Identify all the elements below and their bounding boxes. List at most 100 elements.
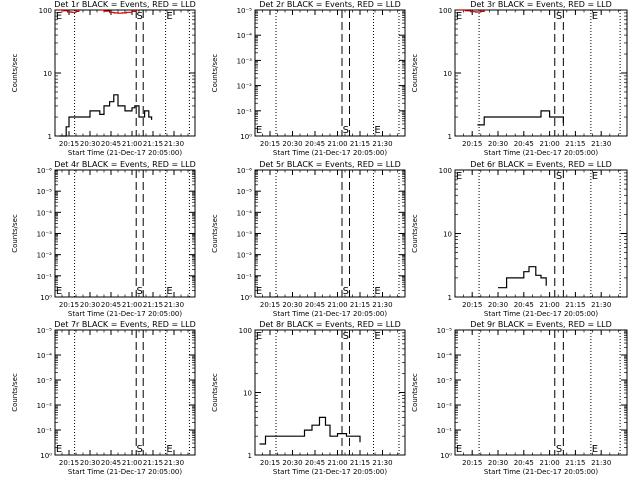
y-tick-label: 10⁻⁵ — [237, 188, 253, 196]
x-tick-label: 21:30 — [591, 301, 611, 309]
end-marker-label: E — [592, 171, 598, 182]
y-tick-label: 10 — [443, 70, 452, 78]
y-tick-label: 10⁻⁴ — [237, 32, 253, 40]
y-tick-label: 100 — [439, 167, 452, 175]
chart-title: Det 6r BLACK = Events, RED = LLD — [470, 160, 612, 169]
series-events-line — [59, 94, 153, 137]
x-tick-label: 21:15 — [565, 140, 585, 148]
x-tick-label: 21:15 — [350, 140, 370, 148]
series-events-line — [498, 266, 547, 289]
y-axis-label: Counts/sec — [211, 54, 219, 93]
y-tick-label: 10⁻³ — [437, 377, 453, 385]
x-tick-label: 20:15 — [260, 459, 280, 467]
start-marker-label: S — [137, 444, 143, 455]
plot-frame — [454, 329, 628, 456]
y-axis-label: Counts/sec — [411, 373, 419, 412]
y-tick-label: 1 — [448, 294, 452, 302]
chart-title: Det 7r BLACK = Events, RED = LLD — [54, 320, 196, 329]
x-tick-label: 20:15 — [59, 301, 79, 309]
x-axis-label: Start Time (21-Dec-17 20:05:00) — [273, 149, 387, 157]
x-tick-label: 21:00 — [540, 140, 560, 148]
chart-title: Det 4r BLACK = Events, RED = LLD — [54, 160, 196, 169]
y-tick-label: 10⁻³ — [37, 231, 53, 239]
x-axis-label: Start Time (21-Dec-17 20:05:00) — [68, 149, 182, 157]
y-tick-label: 10 — [43, 70, 52, 78]
start-marker-label: S — [556, 11, 562, 22]
plot-frame — [54, 169, 196, 298]
y-tick-label: 10⁻⁵ — [37, 188, 53, 196]
x-tick-label: 20:45 — [101, 140, 121, 148]
x-tick-label: 21:00 — [540, 301, 560, 309]
y-tick-label: 10⁻² — [37, 402, 53, 410]
y-tick-label: 10⁻¹ — [437, 427, 453, 435]
y-axis-label: Counts/sec — [411, 54, 419, 93]
x-axis-label: Start Time (21-Dec-17 20:05:00) — [273, 468, 387, 476]
x-axis-label: Start Time (21-Dec-17 20:05:00) — [484, 468, 598, 476]
x-tick-label: 21:00 — [327, 140, 347, 148]
left-marker-label: E — [456, 444, 462, 455]
end-marker-label: E — [374, 125, 380, 136]
plot-frame — [54, 329, 196, 456]
x-tick-label: 21:00 — [327, 459, 347, 467]
y-tick-label: 10⁻¹ — [37, 427, 53, 435]
chart-panel-9: Det 9r BLACK = Events, RED = LLD 10⁰ 10⁻¹ 1… — [411, 320, 628, 476]
x-tick-label: 20:30 — [282, 140, 302, 148]
end-marker-label: E — [592, 11, 598, 22]
x-tick-label: 20:45 — [305, 140, 325, 148]
chart-title: Det 1r BLACK = Events, RED = LLD — [54, 0, 196, 9]
left-marker-label: E — [256, 331, 262, 342]
x-tick-label: 20:30 — [80, 140, 100, 148]
x-tick-label: 21:15 — [143, 459, 163, 467]
series-lld-line — [99, 9, 137, 14]
y-tick-label: 10⁰ — [40, 452, 52, 460]
x-tick-label: 20:30 — [488, 140, 508, 148]
y-tick-label: 100 — [239, 327, 252, 335]
x-tick-label: 21:15 — [565, 301, 585, 309]
x-tick-label: 21:00 — [327, 301, 347, 309]
chart-panel-5: Det 5r BLACK = Events, RED = LLD 10⁰ 10⁻¹ 1… — [211, 160, 406, 318]
chart-panel-6: Det 6r BLACK = Events, RED = LLD 1 10 100 Co… — [411, 160, 628, 318]
x-tick-label: 21:30 — [164, 301, 184, 309]
x-axis-label: Start Time (21-Dec-17 20:05:00) — [68, 310, 182, 318]
y-tick-label: 10⁻⁶ — [237, 167, 253, 175]
x-tick-label: 20:30 — [80, 459, 100, 467]
x-tick-label: 20:30 — [282, 301, 302, 309]
y-tick-label: 10⁻² — [237, 83, 253, 91]
y-tick-label: 10⁻⁶ — [37, 167, 53, 175]
left-marker-label: E — [56, 444, 62, 455]
start-marker-label: S — [556, 444, 562, 455]
y-tick-label: 10⁻³ — [237, 231, 253, 239]
y-tick-label: 10⁻² — [37, 252, 53, 260]
start-marker-label: S — [343, 125, 349, 136]
start-marker-label: S — [137, 11, 143, 22]
x-tick-label: 20:15 — [59, 140, 79, 148]
left-marker-label: E — [56, 286, 62, 297]
left-marker-label: E — [256, 286, 262, 297]
x-tick-label: 20:30 — [488, 301, 508, 309]
x-tick-label: 21:30 — [372, 301, 392, 309]
x-tick-label: 20:15 — [462, 459, 482, 467]
x-tick-label: 21:00 — [122, 459, 142, 467]
y-tick-label: 100 — [39, 7, 52, 15]
x-tick-label: 21:30 — [372, 140, 392, 148]
chart-title: Det 2r BLACK = Events, RED = LLD — [259, 0, 401, 9]
x-tick-label: 21:00 — [122, 301, 142, 309]
x-axis-label: Start Time (21-Dec-17 20:05:00) — [68, 468, 182, 476]
y-tick-label: 1 — [48, 133, 52, 141]
end-marker-label: E — [374, 286, 380, 297]
x-tick-label: 20:45 — [305, 459, 325, 467]
chart-title: Det 8r BLACK = Events, RED = LLD — [259, 320, 401, 329]
y-tick-label: 10⁰ — [40, 294, 52, 302]
x-tick-label: 20:45 — [514, 459, 534, 467]
left-marker-label: E — [456, 171, 462, 182]
chart-panel-1: Det 1r BLACK = Events, RED = LLD 1 10 100 Co… — [11, 0, 196, 157]
end-marker-label: E — [166, 11, 172, 22]
x-tick-label: 20:30 — [488, 459, 508, 467]
x-axis-label: Start Time (21-Dec-17 20:05:00) — [484, 149, 598, 157]
y-tick-label: 10⁻² — [237, 252, 253, 260]
y-tick-label: 10⁻⁵ — [437, 327, 453, 335]
x-tick-label: 21:30 — [372, 459, 392, 467]
x-tick-label: 20:45 — [514, 301, 534, 309]
y-axis-label: Counts/sec — [11, 214, 19, 253]
plot-frame — [254, 9, 406, 137]
